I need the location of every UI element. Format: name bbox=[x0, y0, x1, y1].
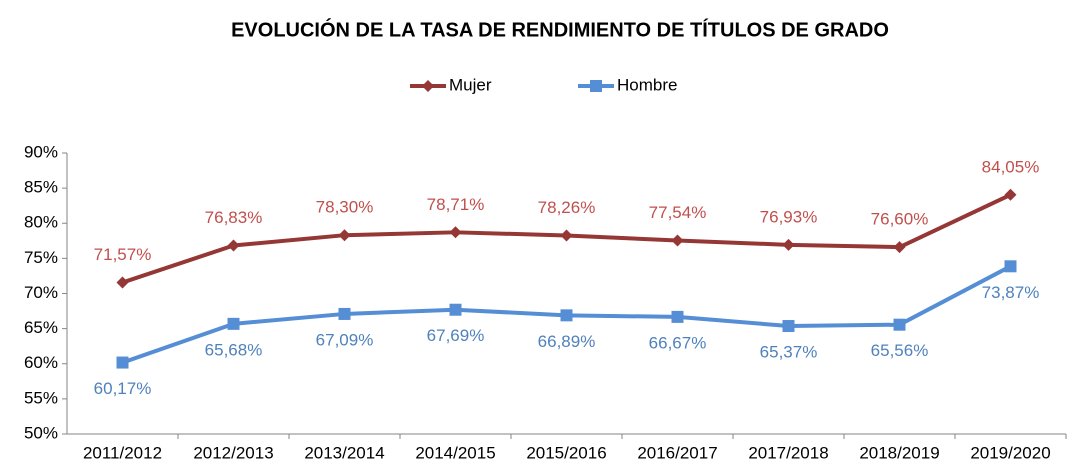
data-label: 67,69% bbox=[427, 326, 485, 345]
marker bbox=[1004, 188, 1017, 201]
marker bbox=[116, 276, 129, 289]
x-tick-label: 2014/2015 bbox=[415, 443, 495, 462]
marker bbox=[449, 303, 462, 316]
marker bbox=[338, 307, 351, 320]
x-tick-label: 2016/2017 bbox=[637, 443, 717, 462]
data-label: 65,37% bbox=[760, 343, 818, 362]
marker bbox=[560, 309, 573, 322]
legend-label: Hombre bbox=[617, 75, 677, 94]
data-label: 77,54% bbox=[649, 203, 707, 222]
y-tick-label: 60% bbox=[24, 353, 58, 372]
y-tick-label: 85% bbox=[24, 178, 58, 197]
marker bbox=[422, 80, 434, 92]
y-tick-label: 80% bbox=[24, 213, 58, 232]
chart-title: EVOLUCIÓN DE LA TASA DE RENDIMIENTO DE T… bbox=[231, 17, 889, 41]
x-tick-label: 2011/2012 bbox=[83, 443, 162, 462]
marker bbox=[893, 318, 906, 331]
marker bbox=[227, 317, 240, 330]
data-label: 66,67% bbox=[649, 333, 707, 352]
legend-label: Mujer bbox=[449, 75, 492, 94]
data-label: 67,09% bbox=[316, 330, 374, 349]
y-tick-label: 90% bbox=[24, 142, 58, 161]
marker bbox=[893, 241, 906, 254]
data-label: 78,71% bbox=[427, 195, 485, 214]
marker bbox=[1004, 260, 1017, 273]
x-tick-label: 2017/2018 bbox=[748, 443, 828, 462]
data-label: 78,30% bbox=[316, 198, 374, 217]
y-tick-label: 65% bbox=[24, 318, 58, 337]
data-label: 71,57% bbox=[94, 245, 152, 264]
marker bbox=[116, 356, 129, 369]
marker bbox=[671, 234, 684, 247]
data-label: 76,83% bbox=[205, 208, 263, 227]
data-label: 78,26% bbox=[538, 198, 596, 217]
x-tick-label: 2012/2013 bbox=[193, 443, 273, 462]
data-label: 84,05% bbox=[982, 157, 1040, 176]
marker bbox=[560, 229, 573, 242]
data-label: 73,87% bbox=[982, 283, 1040, 302]
data-label: 60,17% bbox=[94, 379, 152, 398]
data-label: 76,60% bbox=[871, 210, 929, 229]
data-label: 76,93% bbox=[760, 207, 818, 226]
data-label: 65,68% bbox=[205, 340, 263, 359]
marker bbox=[338, 229, 351, 242]
x-tick-label: 2018/2019 bbox=[859, 443, 939, 462]
data-label: 66,89% bbox=[538, 332, 596, 351]
x-tick-label: 2015/2016 bbox=[526, 443, 606, 462]
marker bbox=[782, 238, 795, 251]
marker bbox=[590, 80, 602, 92]
data-label: 65,56% bbox=[871, 341, 929, 360]
x-tick-label: 2013/2014 bbox=[304, 443, 384, 462]
y-tick-label: 75% bbox=[24, 248, 58, 267]
y-tick-label: 55% bbox=[24, 388, 58, 407]
y-tick-label: 70% bbox=[24, 283, 58, 302]
marker bbox=[227, 239, 240, 252]
x-tick-label: 2019/2020 bbox=[970, 443, 1050, 462]
y-tick-label: 50% bbox=[24, 423, 58, 442]
marker bbox=[449, 226, 462, 239]
marker bbox=[782, 320, 795, 333]
marker bbox=[671, 310, 684, 323]
